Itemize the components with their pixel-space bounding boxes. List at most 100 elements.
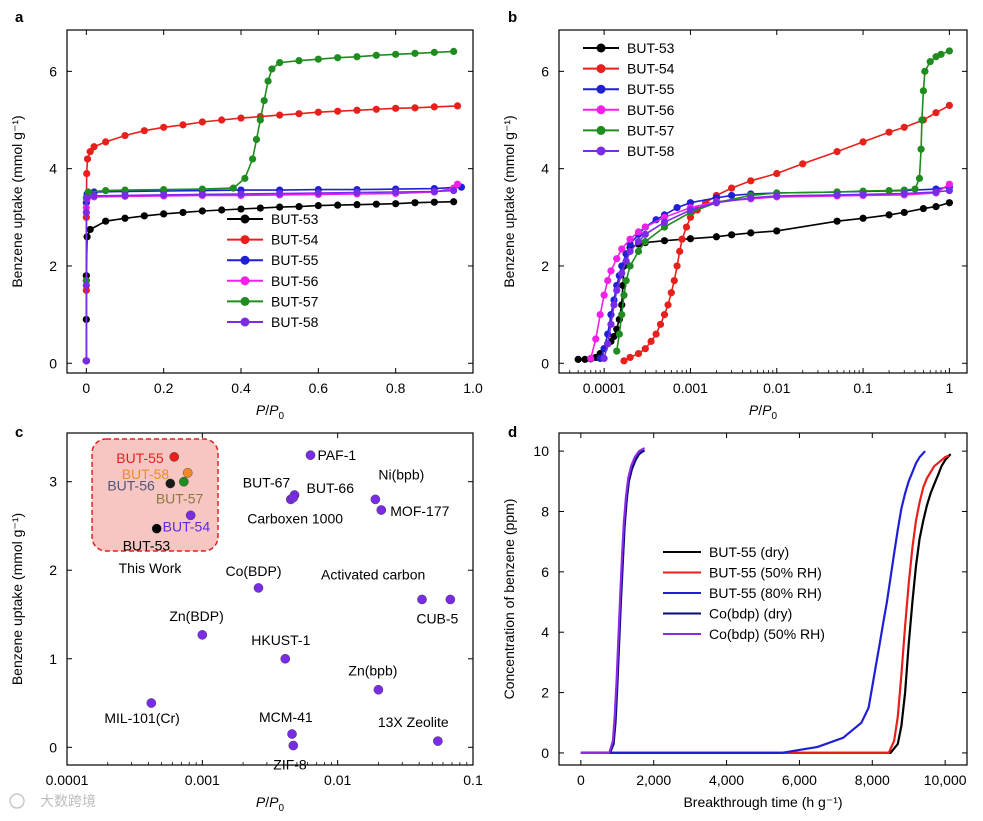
data-point: [314, 55, 322, 63]
data-point: [276, 189, 284, 198]
data-point: [218, 206, 226, 214]
data-point: [417, 594, 427, 605]
data-point: [445, 594, 456, 605]
y-tick-label: 2: [49, 258, 57, 274]
point-label: 13X Zeolite: [378, 714, 449, 730]
data-point: [676, 247, 684, 255]
data-point: [160, 210, 168, 218]
y-axis-label: Concentration of benzene (ppm): [501, 499, 517, 700]
point-label: BUT-55: [116, 450, 164, 466]
data-point: [160, 185, 168, 194]
x-tick-label: 0: [82, 380, 90, 396]
data-point: [370, 494, 381, 505]
data-point: [151, 523, 162, 534]
x-tick-label: 4,000: [709, 772, 744, 788]
data-point: [618, 269, 626, 277]
x-tick-label: 0.4: [231, 380, 251, 396]
y-tick-label: 2: [541, 258, 549, 274]
plot-frame: [66, 29, 474, 374]
x-tick-label: 1: [945, 380, 953, 396]
data-point: [83, 194, 91, 202]
panel-d: d 0 2,000 4,000 6,000 8,000 10,000 0 2 4 6 8 10 Break…: [501, 424, 968, 810]
data-point: [592, 335, 600, 343]
legend-label: BUT-57: [627, 122, 675, 138]
legend-label: BUT-58: [271, 314, 319, 330]
panel-letter: d: [508, 424, 517, 441]
data-point: [334, 107, 342, 115]
data-point: [453, 180, 462, 188]
data-point: [634, 247, 643, 255]
data-point: [634, 238, 643, 246]
data-point: [799, 160, 807, 168]
x-axis-label: P/P0: [749, 402, 778, 422]
data-point: [430, 48, 438, 56]
data-point: [859, 138, 867, 146]
x-tick-label: 8,000: [855, 772, 890, 788]
data-point: [728, 231, 736, 239]
watermark-logo-icon: [9, 793, 25, 809]
data-point: [179, 121, 187, 129]
data-point: [182, 468, 193, 478]
data-point: [932, 188, 940, 196]
legend-marker: [240, 255, 250, 265]
data-point: [673, 203, 681, 212]
data-point: [198, 185, 206, 193]
legend-marker: [596, 105, 606, 115]
data-point: [919, 87, 927, 95]
y-tick-label: 1: [49, 651, 57, 667]
data-point: [411, 49, 419, 57]
data-point: [169, 452, 180, 462]
legend-label: BUT-56: [627, 102, 675, 118]
data-point: [613, 255, 621, 263]
data-point: [607, 320, 615, 328]
data-point: [392, 188, 400, 196]
data-point: [102, 217, 110, 225]
data-point: [728, 191, 736, 200]
data-point: [932, 203, 940, 211]
panel-c: c 0.0001 0.001 0.01 0.1 0 1 2 3 P/P0 Benzene uptak…: [9, 424, 483, 814]
data-point: [945, 180, 953, 188]
highlight-label: This Work: [119, 560, 183, 576]
data-point: [670, 276, 678, 285]
data-point: [926, 58, 934, 66]
data-point: [83, 169, 91, 178]
data-point: [885, 186, 893, 195]
data-point: [90, 143, 98, 151]
data-point: [121, 191, 129, 200]
legend-label: BUT-53: [271, 211, 319, 227]
data-point: [392, 50, 400, 58]
data-point: [932, 109, 940, 117]
legend-marker: [240, 276, 250, 286]
data-point: [276, 58, 284, 67]
data-point: [146, 698, 157, 708]
legend-label: BUT-54: [627, 61, 675, 77]
data-point: [237, 205, 245, 213]
data-point: [587, 354, 595, 363]
legend-label: Co(bdp) (dry): [709, 606, 792, 622]
data-point: [610, 332, 618, 341]
data-point: [280, 653, 291, 664]
data-point: [634, 228, 643, 236]
data-point: [450, 198, 458, 206]
data-point: [747, 229, 755, 237]
y-axis-label: Benzene uptake (mmol g⁻¹): [501, 115, 517, 287]
series-line: [580, 453, 952, 755]
y-tick-label: 8: [541, 503, 549, 519]
legend-label: BUT-54: [271, 232, 319, 248]
y-tick-label: 0: [49, 355, 57, 371]
data-point: [686, 235, 695, 243]
data-point: [618, 311, 626, 319]
data-point: [198, 118, 206, 126]
data-point: [652, 330, 660, 338]
data-point: [179, 208, 187, 217]
data-point: [102, 138, 110, 146]
data-point: [276, 203, 284, 211]
point-label: MOF-177: [390, 503, 449, 519]
series-line: [85, 200, 454, 361]
data-point: [372, 105, 380, 113]
y-tick-label: 6: [49, 63, 57, 79]
data-point: [641, 345, 649, 353]
x-tick-label: 0.1: [463, 772, 483, 788]
data-point: [237, 114, 245, 122]
legend-label: BUT-58: [627, 143, 675, 159]
